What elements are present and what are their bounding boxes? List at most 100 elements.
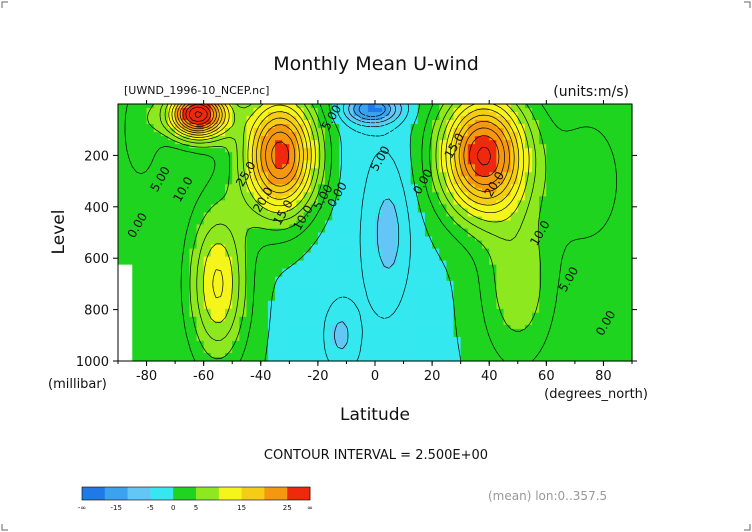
contour-cell	[303, 300, 312, 306]
contour-cell	[389, 132, 398, 137]
contour-cell	[132, 136, 141, 141]
contour-cell	[396, 204, 405, 210]
contour-cell	[389, 148, 398, 153]
contour-cell	[203, 240, 212, 246]
contour-cell	[189, 340, 198, 346]
contour-cell	[189, 240, 198, 246]
contour-cell	[382, 112, 390, 117]
contour-cell	[546, 152, 555, 157]
contour-cell	[275, 156, 283, 161]
contour-cell	[453, 116, 462, 121]
contour-cell	[146, 352, 155, 358]
contour-cell	[517, 136, 526, 141]
contour-cell	[289, 204, 298, 210]
contour-cell	[253, 236, 262, 242]
contour-cell	[439, 148, 447, 153]
contour-cell	[467, 108, 476, 113]
contour-cell	[382, 308, 390, 314]
contour-cell	[417, 168, 426, 173]
contour-cell	[553, 160, 562, 165]
contour-cell	[132, 280, 141, 286]
contour-cell	[539, 356, 547, 362]
contour-cell	[439, 112, 447, 117]
contour-cell	[303, 280, 312, 286]
contour-cell	[403, 152, 412, 157]
contour-cell	[118, 352, 126, 358]
contour-cell	[439, 240, 447, 246]
contour-cell	[489, 240, 497, 246]
contour-cell	[353, 236, 362, 242]
contour-cell	[446, 356, 455, 362]
contour-cell	[153, 348, 162, 354]
contour-cell	[253, 276, 262, 282]
contour-cell	[524, 260, 533, 266]
contour-cell	[446, 244, 455, 250]
contour-cell	[432, 172, 440, 177]
contour-cell	[267, 288, 276, 294]
contour-cell	[582, 116, 590, 121]
contour-cell	[125, 128, 133, 133]
contour-cell	[246, 120, 255, 125]
contour-cell	[617, 332, 626, 338]
contour-cell	[317, 160, 326, 165]
contour-cell	[589, 348, 597, 354]
contour-cell	[332, 228, 340, 234]
contour-cell	[353, 124, 362, 129]
contour-cell	[182, 208, 190, 214]
contour-cell	[203, 120, 212, 125]
contour-cell	[225, 212, 233, 218]
contour-cell	[389, 272, 398, 278]
contour-cell	[482, 192, 490, 197]
contour-cell	[610, 128, 619, 133]
contour-cell	[553, 332, 562, 338]
contour-cell	[403, 320, 412, 326]
contour-cell	[603, 320, 612, 326]
contour-cell	[146, 184, 155, 189]
contour-cell	[296, 320, 305, 326]
contour-cell	[624, 240, 633, 246]
contour-cell	[603, 336, 612, 342]
contour-cell	[253, 232, 262, 238]
contour-cell	[539, 188, 547, 193]
contour-cell	[139, 264, 148, 270]
contour-cell	[196, 292, 205, 298]
contour-cell	[196, 264, 205, 270]
contour-cell	[403, 272, 412, 278]
contour-cell	[253, 148, 262, 153]
contour-cell	[260, 296, 269, 302]
contour-cell	[410, 220, 419, 226]
contour-cell	[353, 284, 362, 290]
contour-cell	[382, 208, 390, 214]
contour-cell	[346, 148, 355, 153]
contour-cell	[389, 280, 398, 286]
contour-cell	[210, 288, 219, 294]
contour-cell	[175, 220, 183, 226]
contour-cell	[317, 232, 326, 238]
contour-cell	[253, 248, 262, 254]
contour-cell	[232, 132, 240, 137]
contour-cell	[496, 328, 505, 334]
contour-cell	[567, 280, 576, 286]
contour-cell	[610, 304, 619, 310]
contour-cell	[346, 136, 355, 141]
contour-cell	[339, 200, 348, 205]
contour-cell	[139, 300, 148, 306]
contour-cell	[582, 240, 590, 246]
contour-cell	[403, 180, 412, 185]
contour-cell	[225, 272, 233, 278]
contour-cell	[389, 328, 398, 334]
contour-cell	[439, 104, 447, 109]
contour-cell	[382, 188, 390, 193]
contour-cell	[196, 320, 205, 326]
contour-cell	[446, 108, 455, 113]
contour-cell	[196, 300, 205, 306]
contour-cell	[210, 172, 219, 177]
contour-cell	[175, 276, 183, 282]
contour-cell	[603, 212, 612, 218]
contour-cell	[132, 236, 141, 242]
contour-cell	[189, 300, 198, 306]
contour-cell	[189, 288, 198, 294]
contour-cell	[332, 152, 340, 157]
contour-cell	[275, 280, 283, 286]
contour-cell	[453, 280, 462, 286]
